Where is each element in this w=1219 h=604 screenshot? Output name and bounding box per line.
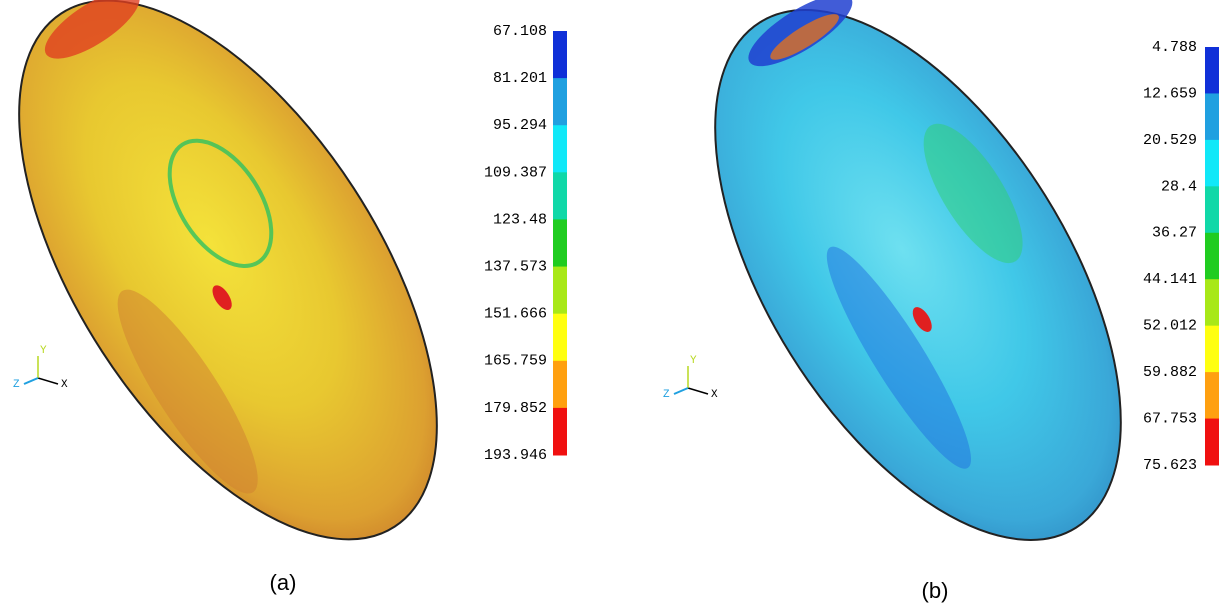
legend-label: 52.012 [1143,318,1197,335]
triad-z-label: Z [663,389,670,401]
legend-swatch [553,266,567,315]
legend-swatch [553,172,567,220]
caption: (a) [270,570,297,595]
legend-label: 81.201 [493,70,547,87]
legend-swatch [1205,93,1219,141]
triad-x [687,387,709,395]
legend-swatch [1205,279,1219,327]
legend-label: 36.27 [1152,225,1197,242]
legend-label: 67.108 [493,23,547,40]
legend-swatch [1205,372,1219,420]
legend-label: 179.852 [484,400,547,417]
legend-label: 123.48 [493,211,547,228]
legend-swatch [1205,139,1219,187]
annotations: 67.108 81.201 95.294 109.387 123.48 137.573 15… [13,23,1219,603]
model-b [714,0,1122,541]
triad-z [673,387,689,395]
triad-z-label: Z [13,379,20,391]
triad-x [37,377,59,385]
legend-swatch [553,360,567,409]
legend-swatch [553,407,567,456]
legend-swatch [1205,47,1219,94]
legend-label: 95.294 [493,117,547,134]
legend-label: 151.666 [484,306,547,323]
legend-swatch [553,219,567,268]
legend-label: 20.529 [1143,132,1197,149]
triad-x-label: X [711,389,718,401]
legend-label: 59.882 [1143,364,1197,381]
legend-label: 165.759 [484,353,547,370]
legend-label: 28.4 [1161,178,1197,195]
legend-swatch [1205,325,1219,373]
legend-swatch [1205,418,1219,466]
legend-swatch [553,78,567,126]
triad-y-label: Y [690,355,697,367]
legend-label: 12.659 [1143,85,1197,102]
legend-swatch [553,31,567,79]
legend-label: 137.573 [484,259,547,276]
triad-x-label: X [61,379,68,391]
legend-swatch [1205,232,1219,280]
legend-swatch [553,125,567,173]
legend-label: 67.753 [1143,411,1197,428]
legend-swatch [1205,186,1219,234]
caption: (b) [922,578,949,603]
legend-label: 109.387 [484,164,547,181]
legend-swatch [553,313,567,362]
triad-y-label: Y [40,345,47,357]
model-a [18,0,438,541]
legend-label: 75.623 [1143,457,1197,474]
legend-label: 4.788 [1152,39,1197,56]
legend-label: 44.141 [1143,271,1197,288]
legend-label: 193.946 [484,447,547,464]
triad-z [23,377,39,385]
